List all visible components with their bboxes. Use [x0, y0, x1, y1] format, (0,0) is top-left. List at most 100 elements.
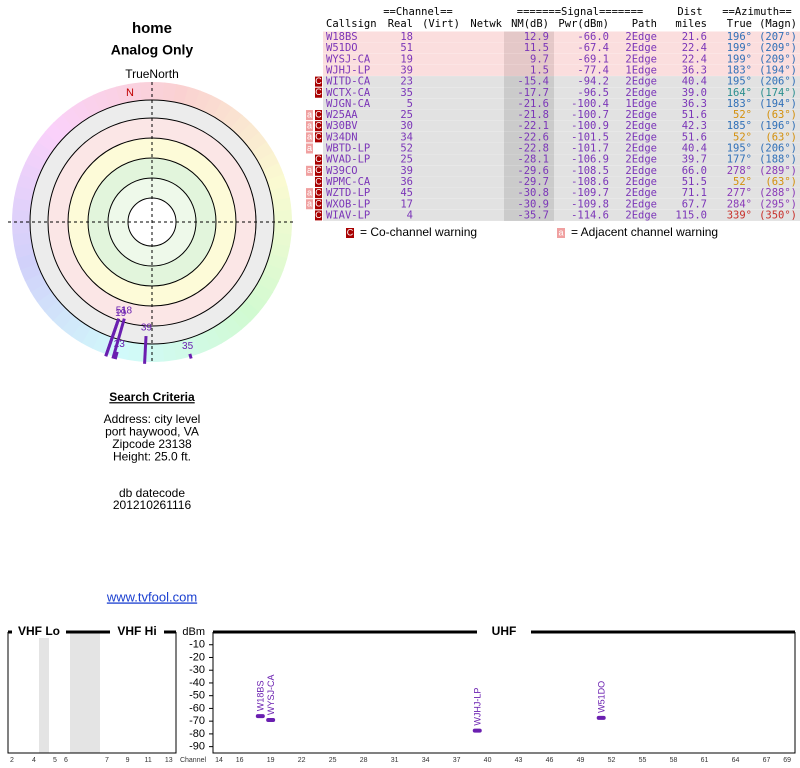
x-tick-label: 19 [267, 757, 275, 764]
compass-ring [271, 232, 292, 248]
group-header: Dist [677, 6, 702, 18]
cell: 2Edge [625, 53, 657, 65]
warning-flag: a [307, 199, 312, 209]
cell: 40.4 [682, 76, 707, 88]
db-code: 201210261116 [113, 498, 192, 512]
row-bg [323, 53, 800, 65]
warning-flag: C [315, 109, 322, 119]
x-tick-label: 52 [608, 757, 616, 764]
cell: 2Edge [625, 76, 657, 88]
band-label-bg [477, 626, 531, 638]
cell: 1.5 [530, 64, 549, 76]
compass-ring [62, 106, 83, 129]
station-spoke [111, 318, 126, 359]
cell: 52° [733, 131, 752, 143]
row-bg [323, 209, 800, 221]
site-link[interactable]: www.tvfool.com [106, 589, 197, 604]
nm-bg [504, 198, 554, 210]
cell: -109.8 [571, 198, 609, 210]
warning-box [306, 132, 313, 143]
cell: 18 [400, 31, 413, 43]
y-tick-label: -70 [189, 715, 205, 727]
cell: -109.7 [571, 187, 609, 199]
x-tick-label: 61 [701, 757, 709, 764]
cell: -21.8 [517, 109, 549, 121]
signal-bar [266, 718, 276, 723]
x-tick-label: 31 [391, 757, 399, 764]
station-label: 18 [121, 306, 133, 317]
station-label: 19 [115, 308, 127, 319]
compass-ring [36, 291, 59, 312]
warning-box [315, 121, 322, 132]
legend-text: = Adjacent channel warning [571, 225, 718, 239]
x-tick-label: 11 [145, 757, 152, 764]
compass-ring [12, 208, 31, 222]
cell: 19 [400, 53, 413, 65]
cell: -108.6 [571, 176, 609, 188]
compass-ring [202, 327, 222, 350]
cell: (63°) [765, 131, 797, 143]
cell: 39 [400, 64, 413, 76]
warning-flag: C [315, 132, 322, 142]
y-tick-label: -10 [189, 639, 205, 651]
criteria-line: Zipcode 23138 [112, 437, 192, 451]
nm-bg [504, 165, 554, 177]
compass-ring [80, 327, 101, 349]
cell: 23 [400, 76, 413, 88]
compass-ring [139, 82, 154, 101]
subtitle: Analog Only [111, 42, 194, 58]
cell: -22.6 [517, 131, 549, 143]
cell: (194°) [759, 64, 797, 76]
row-bg [323, 187, 800, 199]
cell: 51.6 [682, 109, 707, 121]
signal-label: WJHJ-LP [473, 688, 483, 726]
row-bg [323, 165, 800, 177]
cell: 195° [727, 143, 752, 155]
row-bg [323, 176, 800, 188]
compass-ring [269, 185, 291, 202]
cell: 11.5 [524, 42, 549, 54]
x-tick-label: 25 [329, 757, 337, 764]
cell: WCTX-CA [326, 87, 371, 99]
band-label-bg [12, 626, 66, 638]
column-header: Callsign [326, 18, 377, 30]
cell: (288°) [759, 187, 797, 199]
cell: 51 [400, 42, 413, 54]
cell: 2Edge [625, 176, 657, 188]
excluded-band [39, 632, 49, 753]
cell: -22.1 [517, 120, 549, 132]
cell: -15.4 [517, 76, 549, 88]
cell: (63°) [765, 176, 797, 188]
legend-text: = Co-channel warning [360, 225, 477, 239]
x-tick-label: 40 [484, 757, 492, 764]
cell: 25 [400, 109, 413, 121]
compass-ring [30, 140, 53, 161]
cell: 177° [727, 154, 752, 166]
cell: WVAD-LP [326, 154, 370, 166]
compass-ring [12, 196, 33, 212]
cell: -114.6 [571, 209, 609, 221]
cell: 2Edge [625, 198, 657, 210]
nm-bg [504, 42, 554, 54]
y-tick-label: -40 [189, 677, 205, 689]
cell: 36.3 [682, 98, 707, 110]
cell: W34DN [326, 131, 358, 143]
cell: -100.7 [571, 109, 609, 121]
cell: 1Edge [625, 64, 657, 76]
y-tick-label: -90 [189, 741, 205, 753]
nm-bg [504, 64, 554, 76]
warning-flag: C [315, 210, 322, 220]
compass-ring [244, 291, 267, 313]
cell: 284° [727, 198, 752, 210]
row-bg [323, 109, 800, 121]
cell: -30.8 [517, 187, 549, 199]
cell: WJGN-CA [326, 98, 371, 110]
x-tick-label: 67 [763, 757, 771, 764]
station-spoke [113, 351, 119, 360]
station-label: 35 [182, 341, 194, 352]
cell: (63°) [765, 109, 797, 121]
row-bg [323, 98, 800, 110]
cell: 199° [727, 42, 752, 54]
warning-box [306, 199, 313, 210]
warning-flag: C [315, 154, 322, 164]
